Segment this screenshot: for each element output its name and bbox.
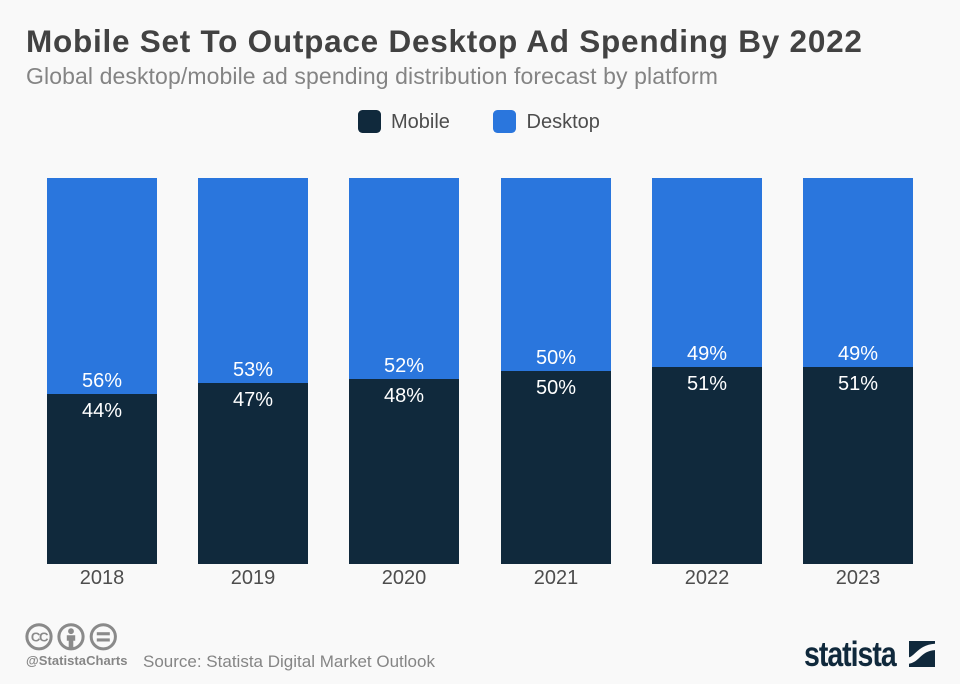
- svg-text:statista: statista: [805, 637, 897, 671]
- svg-text:CC: CC: [31, 629, 49, 644]
